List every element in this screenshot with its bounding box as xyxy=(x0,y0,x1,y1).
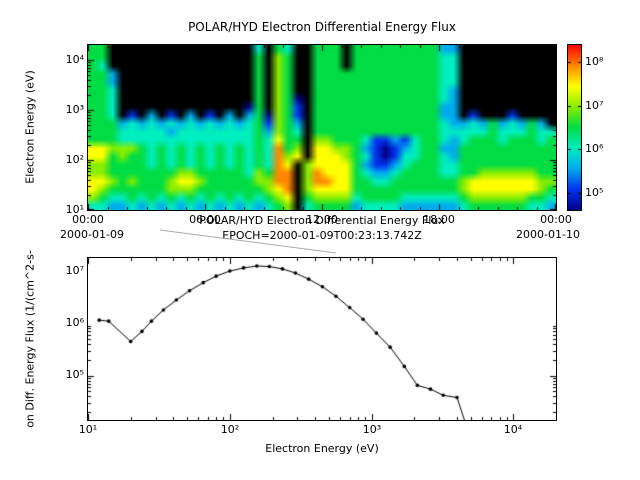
spectrogram-xtick-0600: 06:00 xyxy=(189,213,221,226)
spectrum-y-axis-label: on Diff. Energy Flux (1/(cm^2-s- xyxy=(23,250,37,428)
colorbar-tick-1e8: 10⁸ xyxy=(585,55,604,68)
spectrum-panel xyxy=(87,257,557,421)
spectrum-xtick-1e3: 10³ xyxy=(362,423,382,436)
spectrogram-ytick-1e2: 10² xyxy=(65,153,84,166)
spectrogram-xtick-0000a: 00:00 xyxy=(72,213,104,226)
spectrum-subtitle: EPOCH=2000-01-09T00:23:13.742Z xyxy=(222,229,422,242)
spectrogram-xtick-1800: 18:00 xyxy=(423,213,455,226)
spectrum-title: POLAR/HYD Electron Differential Energy F… xyxy=(199,214,445,227)
colorbar-canvas xyxy=(568,45,581,210)
spectrogram-date-left: 2000-01-09 xyxy=(60,228,124,241)
spectrogram-canvas xyxy=(88,45,556,210)
spectrum-ytick-1e5: 10⁵ xyxy=(65,368,84,381)
colorbar-tick-1e5: 10⁵ xyxy=(585,186,604,199)
spectrogram-ytick-1e4: 10⁴ xyxy=(65,53,84,66)
spectrogram-xtick-1200: 12:00 xyxy=(306,213,338,226)
spectrum-xtick-1e4: 10⁴ xyxy=(503,423,523,436)
spectrogram-title: POLAR/HYD Electron Differential Energy F… xyxy=(188,20,456,34)
spectrum-xtick-1e2: 10² xyxy=(220,423,240,436)
spectrum-ytick-1e7: 10⁷ xyxy=(65,264,84,277)
spectrogram-ytick-1e3: 10³ xyxy=(65,103,84,116)
spectrogram-ytick-1e1: 10¹ xyxy=(65,203,84,216)
spectrogram-panel xyxy=(87,44,557,211)
spectrum-canvas xyxy=(88,258,556,420)
spectrogram-y-axis-label: Electron Energy (eV) xyxy=(23,70,37,184)
spectrum-ytick-1e6: 10⁶ xyxy=(65,316,84,329)
spectrogram-xtick-0000b: 00:00 xyxy=(540,213,572,226)
colorbar-tick-1e7: 10⁷ xyxy=(585,99,604,112)
spectrogram-date-right: 2000-01-10 xyxy=(516,228,580,241)
spectrum-x-axis-label: Electron Energy (eV) xyxy=(265,442,379,455)
colorbar-tick-1e6: 10⁶ xyxy=(585,142,604,155)
spectrum-xtick-1e1: 10¹ xyxy=(78,423,98,436)
colorbar xyxy=(567,44,582,211)
